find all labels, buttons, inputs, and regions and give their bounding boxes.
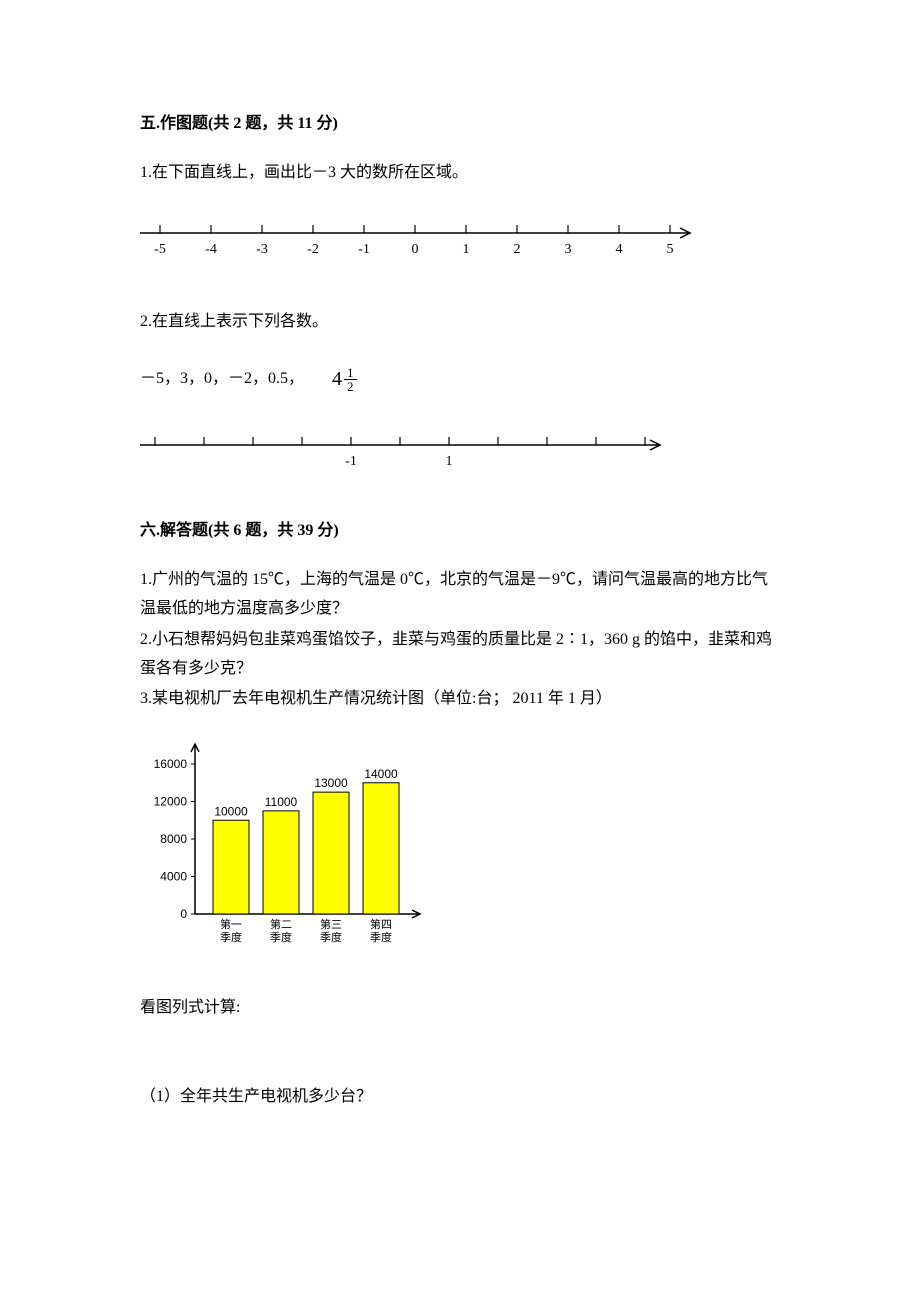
svg-text:-1: -1	[345, 454, 357, 469]
svg-text:1: 1	[446, 454, 453, 469]
svg-text:10000: 10000	[214, 804, 248, 818]
svg-text:16000: 16000	[154, 757, 188, 771]
svg-text:0: 0	[180, 907, 187, 921]
q6-3-intro: 3.某电视机厂去年电视机生产情况统计图（单位:台； 2011 年 1 月）	[140, 685, 780, 714]
svg-text:11000: 11000	[265, 795, 298, 809]
svg-text:第一: 第一	[220, 917, 242, 931]
q5-1-numberline: -5 -4 -3 -2 -1 0 1 2 3 4 5	[140, 213, 780, 273]
svg-text:-3: -3	[256, 242, 268, 257]
q5-2-values: －5，3，0，－2，0.5，	[140, 365, 304, 394]
svg-text:4000: 4000	[160, 870, 187, 884]
page: 五.作图题(共 2 题，共 11 分) 1.在下面直线上，画出比－3 大的数所在…	[0, 0, 920, 1302]
svg-text:第三: 第三	[320, 917, 342, 931]
q6-3-sub1: （1）全年共生产电视机多少台？	[140, 1083, 780, 1112]
svg-text:5: 5	[667, 242, 674, 257]
svg-text:第四: 第四	[370, 917, 392, 931]
svg-text:1: 1	[463, 242, 470, 257]
spacer	[140, 1048, 780, 1083]
svg-text:14000: 14000	[364, 767, 398, 781]
fraction-num: 1	[344, 366, 357, 380]
q5-2-values-row: －5，3，0，－2，0.5， 4 1 2	[140, 361, 780, 397]
svg-text:-4: -4	[205, 242, 217, 257]
svg-text:13000: 13000	[314, 776, 348, 790]
bar-chart-svg: 040008000120001600010000第一季度11000第二季度130…	[140, 734, 430, 954]
q6-3-chart: 040008000120001600010000第一季度11000第二季度130…	[140, 734, 780, 954]
svg-text:8000: 8000	[160, 832, 187, 846]
q6-2: 2.小石想帮妈妈包韭菜鸡蛋馅饺子，韭菜与鸡蛋的质量比是 2∶1，360 g 的馅…	[140, 626, 780, 684]
svg-text:3: 3	[565, 242, 572, 257]
fraction-stack: 1 2	[344, 366, 357, 393]
svg-text:第二: 第二	[270, 917, 292, 931]
section6-title: 六.解答题(共 6 题，共 39 分)	[140, 517, 780, 546]
svg-text:季度: 季度	[220, 930, 242, 944]
q5-2-fraction: 4 1 2	[332, 361, 357, 397]
svg-text:0: 0	[412, 242, 419, 257]
numberline-1-svg: -5 -4 -3 -2 -1 0 1 2 3 4 5	[140, 213, 700, 273]
svg-text:-2: -2	[307, 242, 319, 257]
numberline-2-svg: -1 1	[140, 427, 670, 482]
svg-text:季度: 季度	[270, 930, 292, 944]
fraction-whole: 4	[332, 361, 342, 397]
svg-text:2: 2	[514, 242, 521, 257]
q5-2-numberline: -1 1	[140, 427, 780, 482]
svg-text:12000: 12000	[154, 795, 188, 809]
section5-title: 五.作图题(共 2 题，共 11 分)	[140, 110, 780, 139]
q5-1-text: 1.在下面直线上，画出比－3 大的数所在区域。	[140, 159, 780, 188]
svg-text:-5: -5	[154, 242, 166, 257]
svg-text:季度: 季度	[320, 930, 342, 944]
svg-text:-1: -1	[358, 242, 370, 257]
svg-text:4: 4	[616, 242, 623, 257]
fraction-den: 2	[344, 380, 357, 393]
svg-text:季度: 季度	[370, 930, 392, 944]
q6-3-subintro: 看图列式计算:	[140, 994, 780, 1023]
q6-1: 1.广州的气温的 15℃，上海的气温是 0℃，北京的气温是－9℃，请问气温最高的…	[140, 566, 780, 624]
q5-2-text: 2.在直线上表示下列各数。	[140, 308, 780, 337]
